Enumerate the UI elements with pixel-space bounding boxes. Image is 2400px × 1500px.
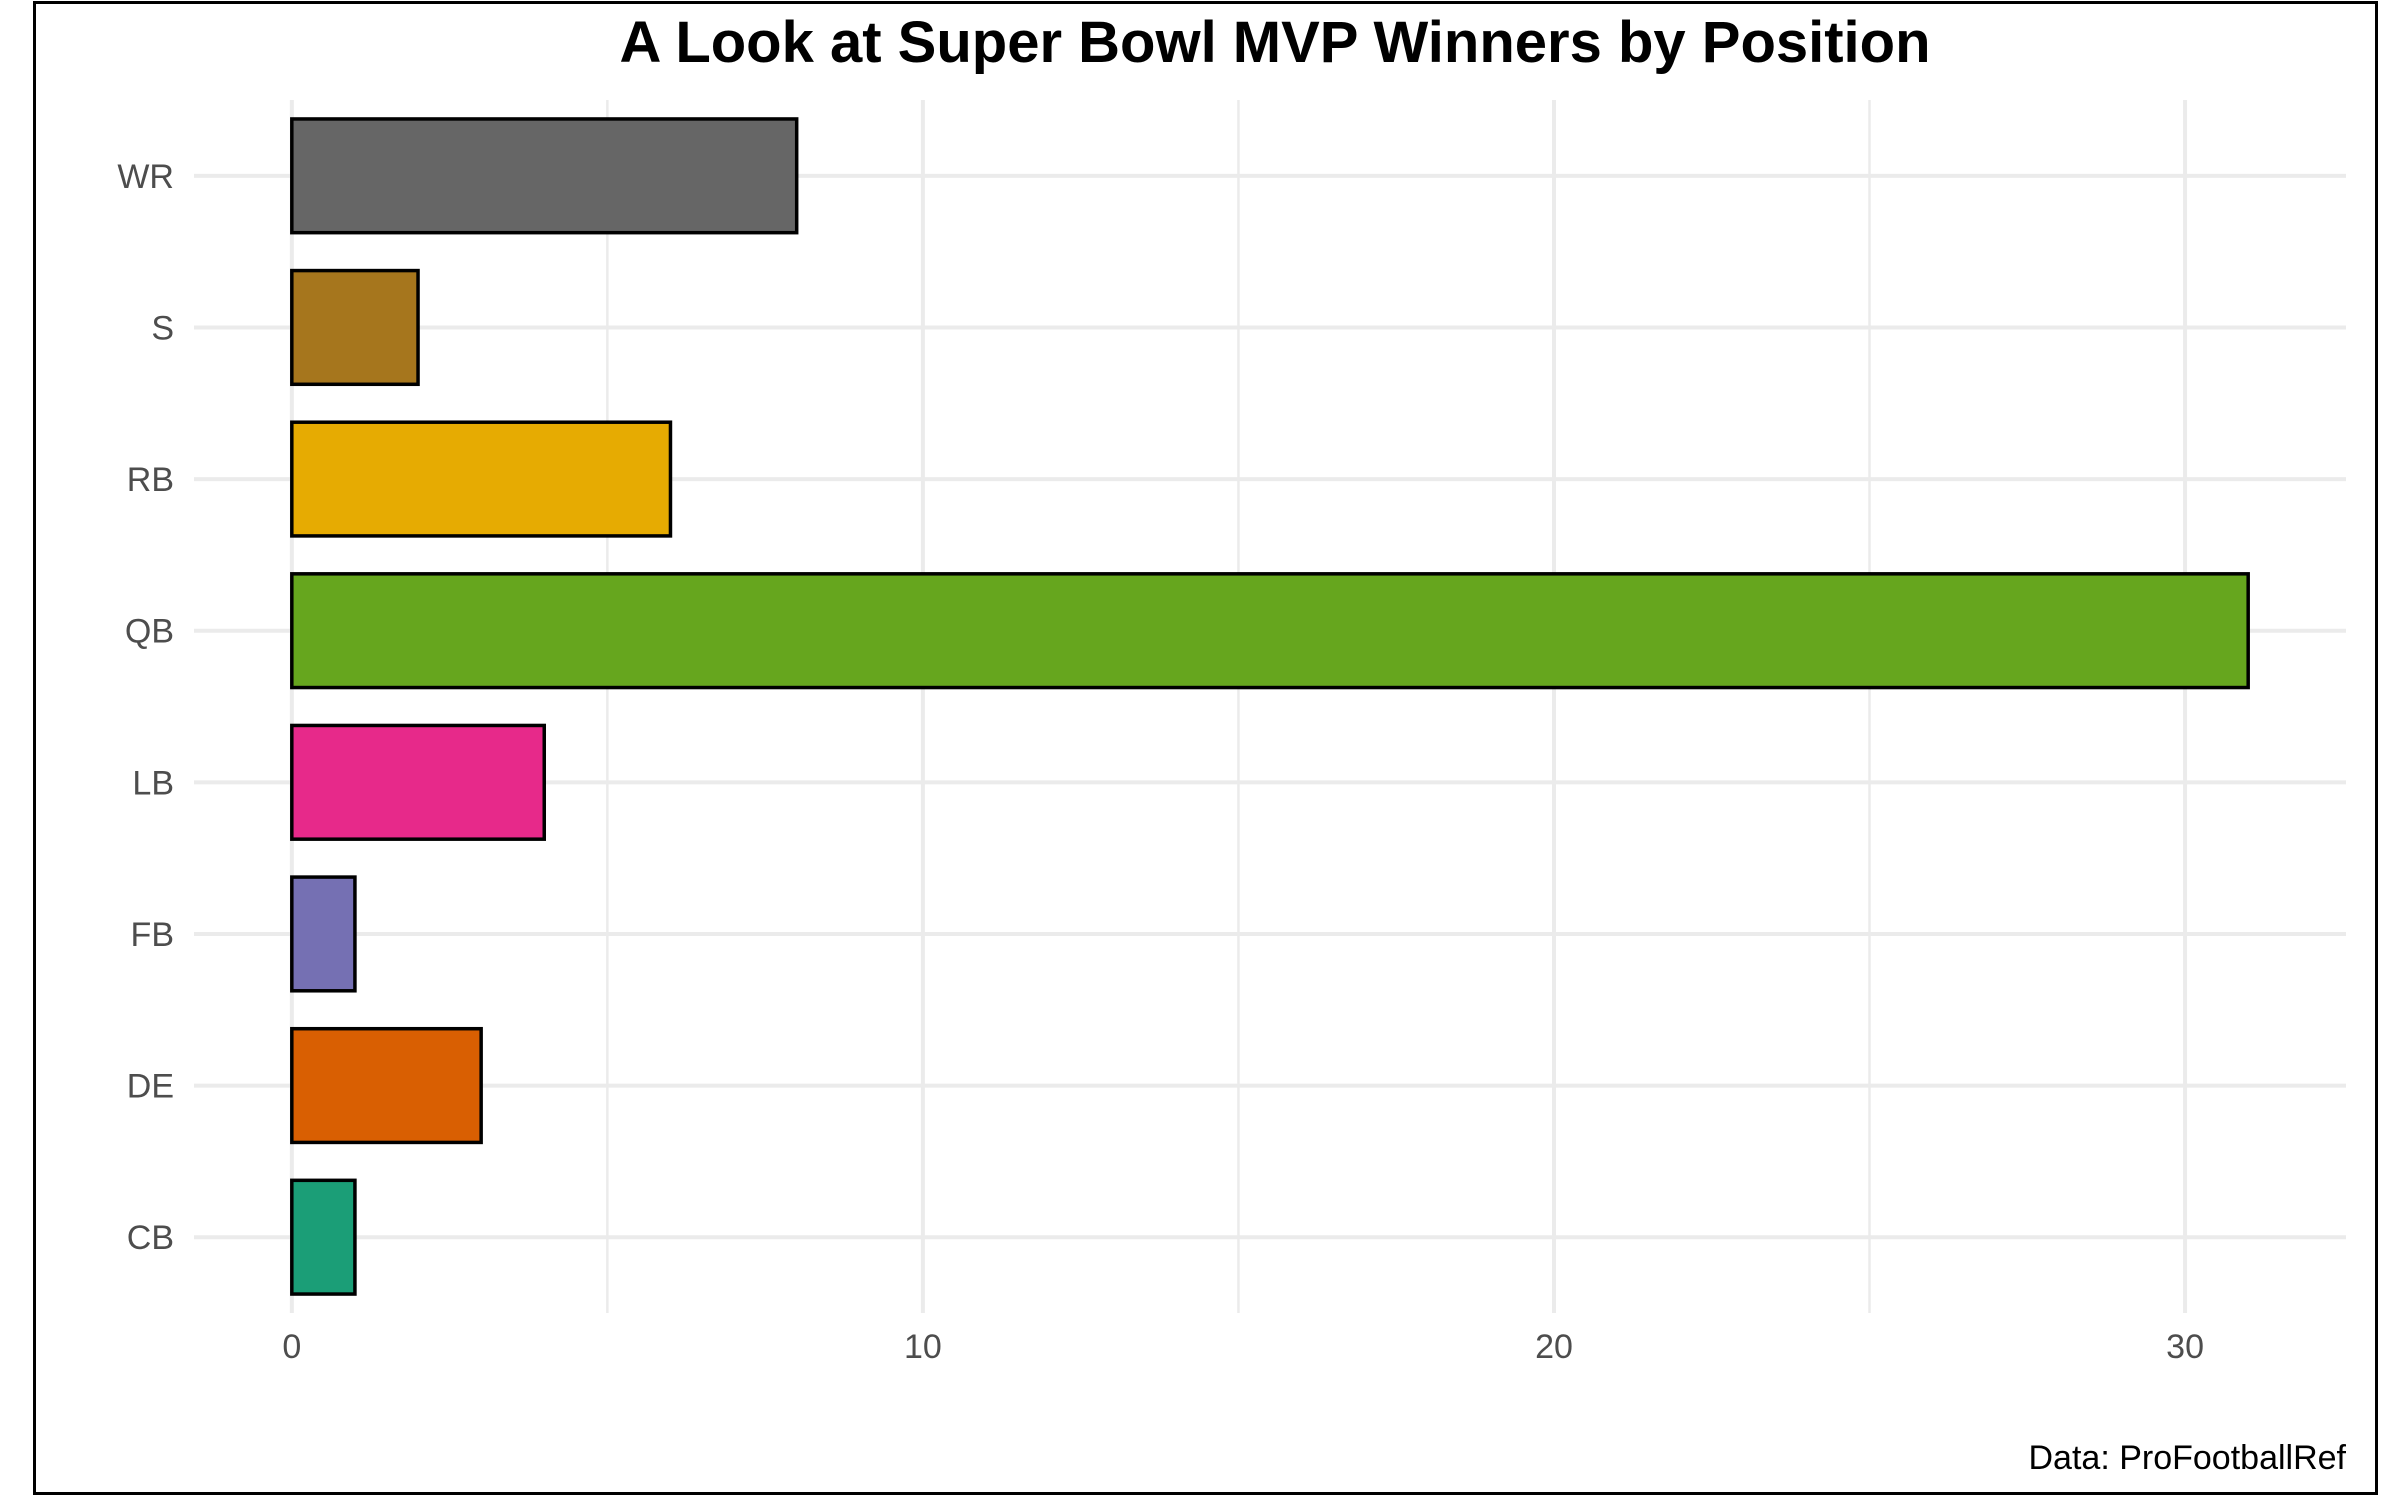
y-tick-label-qb: QB: [125, 613, 174, 651]
bar-wr: [290, 117, 799, 235]
y-tick-label-cb: CB: [127, 1219, 174, 1257]
bar-de: [290, 1026, 483, 1145]
bars: [290, 117, 2250, 1296]
bar-cb: [290, 1178, 357, 1296]
y-tick-label-rb: RB: [127, 461, 174, 499]
chart-caption: Data: ProFootballRef: [2029, 1439, 2347, 1477]
grid-lines: [194, 100, 2346, 1313]
x-tick-label: 20: [1535, 1328, 1573, 1366]
bar-qb: [290, 572, 2250, 690]
x-axis-labels: 0 10 20 30: [282, 1328, 2204, 1366]
bar-s: [290, 268, 420, 387]
y-tick-label-s: S: [151, 309, 174, 347]
x-tick-label: 30: [2166, 1328, 2204, 1366]
y-tick-label-de: DE: [127, 1068, 174, 1106]
y-tick-label-lb: LB: [132, 764, 174, 802]
bar-fb: [290, 875, 357, 993]
chart-title: A Look at Super Bowl MVP Winners by Posi…: [619, 10, 1930, 75]
y-axis-labels: CB DE FB LB QB RB S WR: [117, 158, 174, 1257]
y-tick-label-fb: FB: [131, 916, 174, 954]
x-tick-label: 10: [904, 1328, 942, 1366]
y-tick-label-wr: WR: [117, 158, 174, 196]
x-tick-label: 0: [282, 1328, 301, 1366]
bar-rb: [290, 420, 673, 538]
bar-lb: [290, 723, 547, 841]
